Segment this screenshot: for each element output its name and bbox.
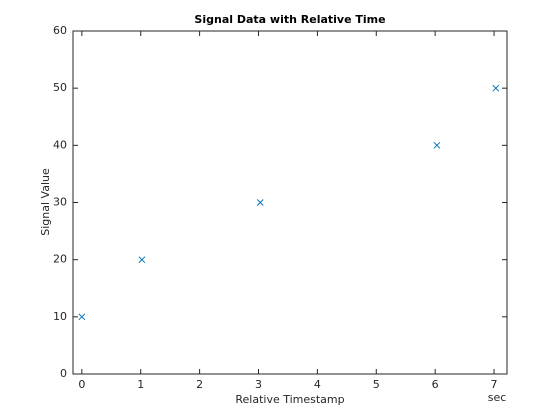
point xyxy=(492,84,500,92)
y-tick-label: 30 xyxy=(53,196,67,209)
y-tick-label: 10 xyxy=(53,310,67,323)
x-axis-unit: sec xyxy=(488,391,507,404)
point xyxy=(138,256,146,264)
chart-title: Signal Data with Relative Time xyxy=(194,13,385,26)
x-tick-label: 3 xyxy=(255,378,262,391)
x-tick-label: 4 xyxy=(314,378,321,391)
y-tick-label: 20 xyxy=(53,253,67,266)
y-axis-label: Signal Value xyxy=(39,168,52,236)
point xyxy=(256,199,264,206)
x-tick-label: 0 xyxy=(78,378,85,391)
x-tick-label: 5 xyxy=(373,378,380,391)
x-axis-label: Relative Timestamp xyxy=(235,393,344,406)
y-tick-label: 40 xyxy=(53,138,67,151)
y-tick-label: 50 xyxy=(53,81,67,94)
x-tick-label: 7 xyxy=(491,378,498,391)
x-tick-label: 2 xyxy=(196,378,203,391)
y-tick-label: 0 xyxy=(60,367,67,380)
x-tick-label: 1 xyxy=(137,378,144,391)
y-tick-label: 60 xyxy=(53,24,67,37)
point xyxy=(433,141,441,149)
x-tick-label: 6 xyxy=(432,378,439,391)
point xyxy=(78,313,86,321)
